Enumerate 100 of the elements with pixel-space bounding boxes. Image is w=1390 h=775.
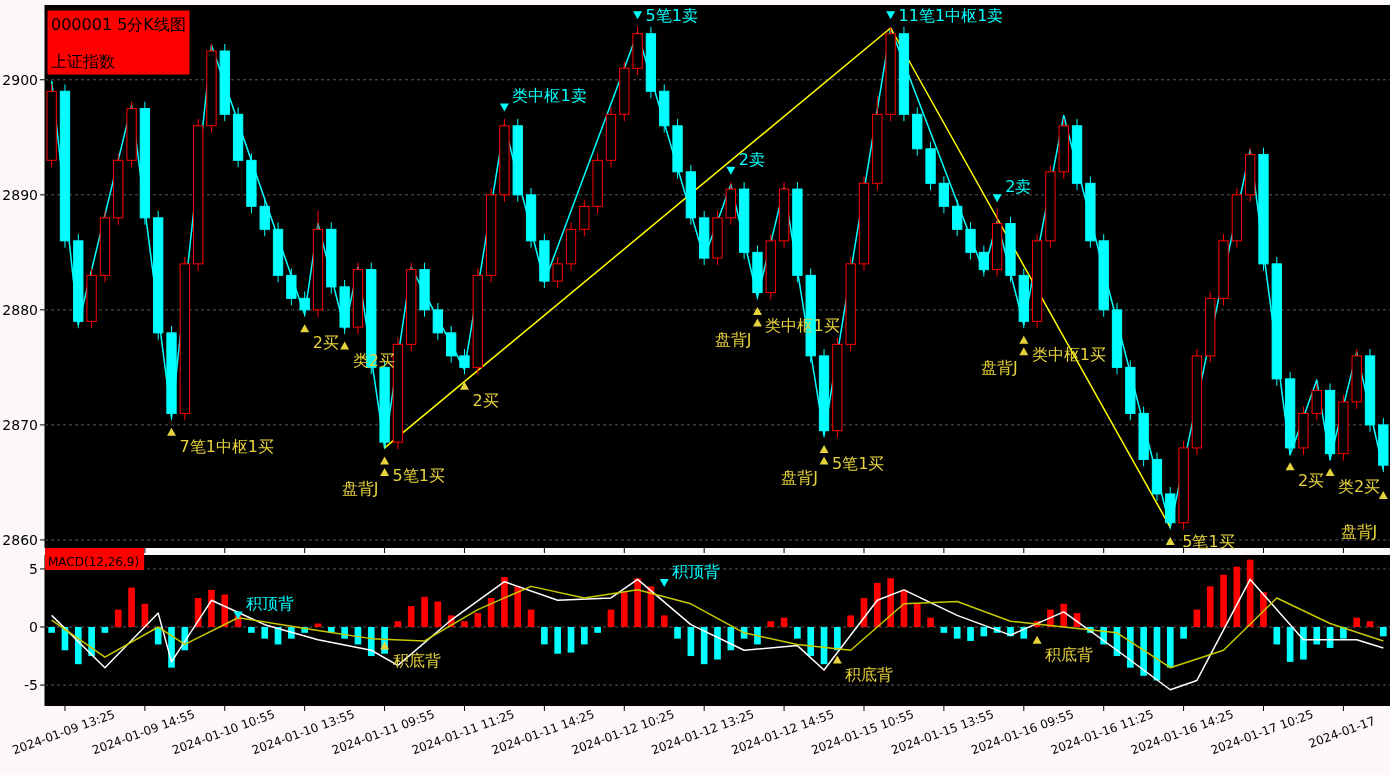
annotation: 盘背J: [341, 479, 379, 499]
y-tick-label: -5: [24, 677, 38, 694]
bar: [394, 621, 402, 628]
annotation: 盘背J: [781, 467, 819, 487]
annotation: 5笔1买: [392, 465, 445, 485]
point: [886, 11, 896, 20]
bar: [927, 617, 934, 628]
candlestick: [938, 175, 950, 214]
bar: [953, 627, 961, 639]
bar: [847, 615, 854, 628]
candlestick: [286, 267, 297, 306]
bar: [807, 627, 815, 657]
bar: [154, 627, 162, 645]
point: [1032, 635, 1042, 644]
point: [1019, 347, 1029, 356]
annotation: 2买: [1298, 471, 1325, 491]
bar: [208, 589, 215, 628]
annotation: 盘背J: [714, 329, 752, 349]
candlestick: [965, 221, 976, 260]
bar: [567, 627, 575, 653]
y-tick-label: 2880: [2, 301, 38, 318]
bar: [1206, 586, 1214, 628]
bar: [434, 601, 442, 628]
bar: [620, 592, 628, 628]
bar: [687, 627, 695, 657]
annotation: 2买: [472, 390, 499, 410]
bar: [714, 627, 721, 660]
candlestick: [432, 302, 444, 341]
candlestick: [259, 198, 270, 237]
y-tick-label: 5: [29, 560, 38, 577]
bar: [594, 627, 601, 633]
bar: [474, 613, 482, 628]
bar: [940, 627, 948, 633]
candlestick: [978, 244, 989, 277]
annotation: 7笔1中枢1买: [179, 436, 275, 456]
annotation: 5笔1买: [832, 454, 885, 474]
bar: [128, 587, 135, 628]
annotation: 积顶背: [246, 594, 295, 614]
candlestick: [1311, 382, 1322, 421]
bar: [261, 627, 269, 639]
bar: [1286, 627, 1294, 662]
point: [832, 655, 842, 664]
point: [1285, 462, 1295, 471]
candlestick: [459, 348, 470, 375]
bar: [248, 627, 255, 633]
point: [233, 611, 243, 620]
bar: [581, 627, 588, 645]
text: 000001 5分K线图: [51, 15, 186, 34]
point: [380, 641, 390, 650]
bar: [501, 577, 508, 628]
point: [633, 11, 643, 20]
bar: [767, 621, 775, 628]
bar: [887, 578, 894, 628]
bar: [554, 627, 562, 654]
bar: [1246, 559, 1254, 628]
point: [340, 341, 350, 350]
bar: [1166, 627, 1174, 668]
y-tick-label: 2900: [2, 71, 38, 88]
bar: [221, 594, 229, 628]
y-tick-label: 0: [29, 619, 38, 636]
candlestick: [446, 325, 457, 364]
candlestick: [552, 256, 563, 289]
bar: [1366, 621, 1374, 628]
annotation: 类中枢1卖: [512, 86, 587, 106]
annotation: 5笔1卖: [645, 6, 698, 25]
candlestick: [579, 198, 590, 237]
bar: [114, 609, 122, 628]
bar: [1220, 574, 1227, 628]
bar: [101, 627, 109, 633]
annotation: 2买: [312, 333, 339, 353]
point: [1378, 491, 1388, 500]
annotation: 类2买: [1338, 477, 1381, 497]
bar: [541, 627, 548, 645]
bar: [421, 596, 428, 628]
bar: [1300, 627, 1307, 660]
bar: [1140, 627, 1147, 676]
candlestick: [299, 290, 310, 318]
bar: [407, 606, 415, 628]
bar: [754, 627, 761, 645]
bar: [913, 603, 921, 628]
point: [380, 468, 390, 477]
chart-title: MACD(12,26,9): [48, 555, 140, 569]
annotation: 盘背J: [981, 358, 1018, 378]
annotation: 积顶背: [672, 561, 721, 581]
bar: [1180, 627, 1187, 639]
y-tick-label: 2890: [2, 186, 38, 203]
bar: [48, 627, 55, 633]
point: [380, 456, 390, 465]
bar: [660, 615, 668, 628]
annotation: 5笔1买: [1182, 532, 1235, 552]
point: [459, 381, 469, 390]
bar: [1353, 617, 1361, 628]
bar: [634, 578, 641, 628]
point: [752, 318, 762, 327]
annotation: 11笔1中枢1卖: [898, 6, 1004, 25]
point: [819, 445, 829, 454]
point: [752, 307, 762, 316]
bar: [794, 627, 801, 639]
text: 上证指数: [51, 52, 115, 71]
bar: [1380, 627, 1387, 637]
